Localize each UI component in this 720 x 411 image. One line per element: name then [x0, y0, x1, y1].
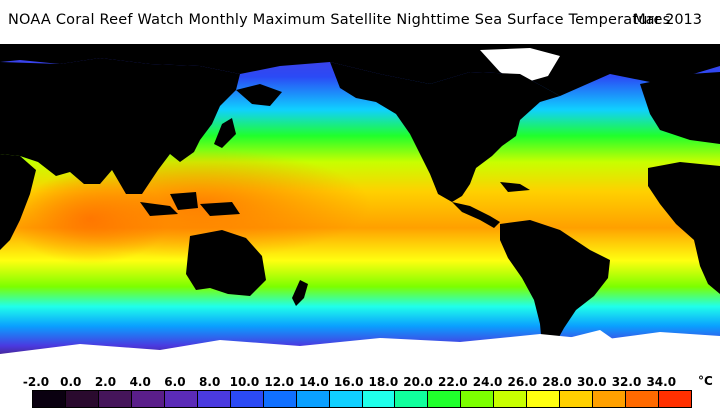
legend-swatch: [65, 391, 99, 407]
legend-unit: °C: [698, 374, 713, 388]
legend-swatch: [395, 391, 429, 407]
legend-swatch: [659, 391, 692, 407]
legend-tick-label: 28.0: [542, 375, 572, 389]
africa-land: [648, 162, 720, 294]
greenland-ice: [480, 48, 560, 84]
eurasia-land: [0, 58, 240, 194]
legend-swatch: [494, 391, 528, 407]
legend-tick-label: 20.0: [403, 375, 433, 389]
japan-land: [214, 118, 236, 148]
legend-tick-label: 24.0: [472, 375, 503, 389]
legend-swatch: [131, 391, 165, 407]
europe-land: [640, 72, 720, 144]
legend-tick-label: 4.0: [129, 375, 151, 389]
central-america-land: [452, 202, 500, 228]
legend-tick-label: 32.0: [611, 375, 642, 389]
legend-swatch: [98, 391, 132, 407]
legend-tick-label: 10.0: [229, 375, 260, 389]
legend-tick-label: 16.0: [333, 375, 364, 389]
legend-color-bar: [32, 390, 692, 408]
legend-swatch: [263, 391, 297, 407]
caribbean-islands: [500, 182, 530, 192]
legend-swatch: [593, 391, 627, 407]
legend-tick-label: 2.0: [94, 375, 117, 389]
legend-tick-label: 14.0: [299, 375, 329, 389]
legend-tick-label: 18.0: [368, 375, 399, 389]
legend-swatch: [527, 391, 561, 407]
kamchatka-land: [236, 84, 282, 106]
legend-tick-label: 22.0: [438, 375, 468, 389]
south-america-land: [500, 220, 610, 360]
legend-tick-label: 12.0: [264, 375, 294, 389]
legend-tick-label: 26.0: [507, 375, 538, 389]
legend-swatch: [296, 391, 330, 407]
legend-swatch: [230, 391, 264, 407]
legend-swatch: [197, 391, 231, 407]
indian-ocean-warm-area: [10, 174, 170, 264]
legend-tick-label: 8.0: [199, 375, 221, 389]
legend-tick-label: 30.0: [576, 375, 607, 389]
legend-tick-label: 0.0: [60, 375, 82, 389]
legend-tick-label: -2.0: [22, 375, 50, 389]
new-zealand-land: [292, 280, 308, 306]
legend-swatch: [560, 391, 594, 407]
legend-swatch: [362, 391, 396, 407]
sst-world-map: [0, 44, 720, 372]
legend-swatch: [626, 391, 660, 407]
africa-east-land: [0, 154, 36, 250]
australia-land: [186, 230, 266, 296]
legend-swatch: [33, 391, 66, 407]
antarctica-ice: [0, 332, 720, 372]
legend-tick-label: 6.0: [164, 375, 186, 389]
legend-swatch: [329, 391, 363, 407]
legend-tick-label: 34.0: [646, 375, 677, 389]
antarctic-peninsula-ice: [560, 330, 620, 356]
north-america-land: [330, 62, 560, 202]
map-date: Mar 2013: [633, 12, 702, 28]
legend-swatch: [428, 391, 462, 407]
legend-swatch: [461, 391, 495, 407]
title-bar: NOAA Coral Reef Watch Monthly Maximum Sa…: [0, 0, 720, 44]
maritime-continent-land: [140, 192, 240, 216]
map-title: NOAA Coral Reef Watch Monthly Maximum Sa…: [8, 12, 671, 28]
temperature-legend: -2.0 0.0 2.0 4.0 6.0 8.0 10.0 12.0 14.0 16.0 18.0 2…: [0, 372, 720, 411]
legend-swatch: [164, 391, 198, 407]
